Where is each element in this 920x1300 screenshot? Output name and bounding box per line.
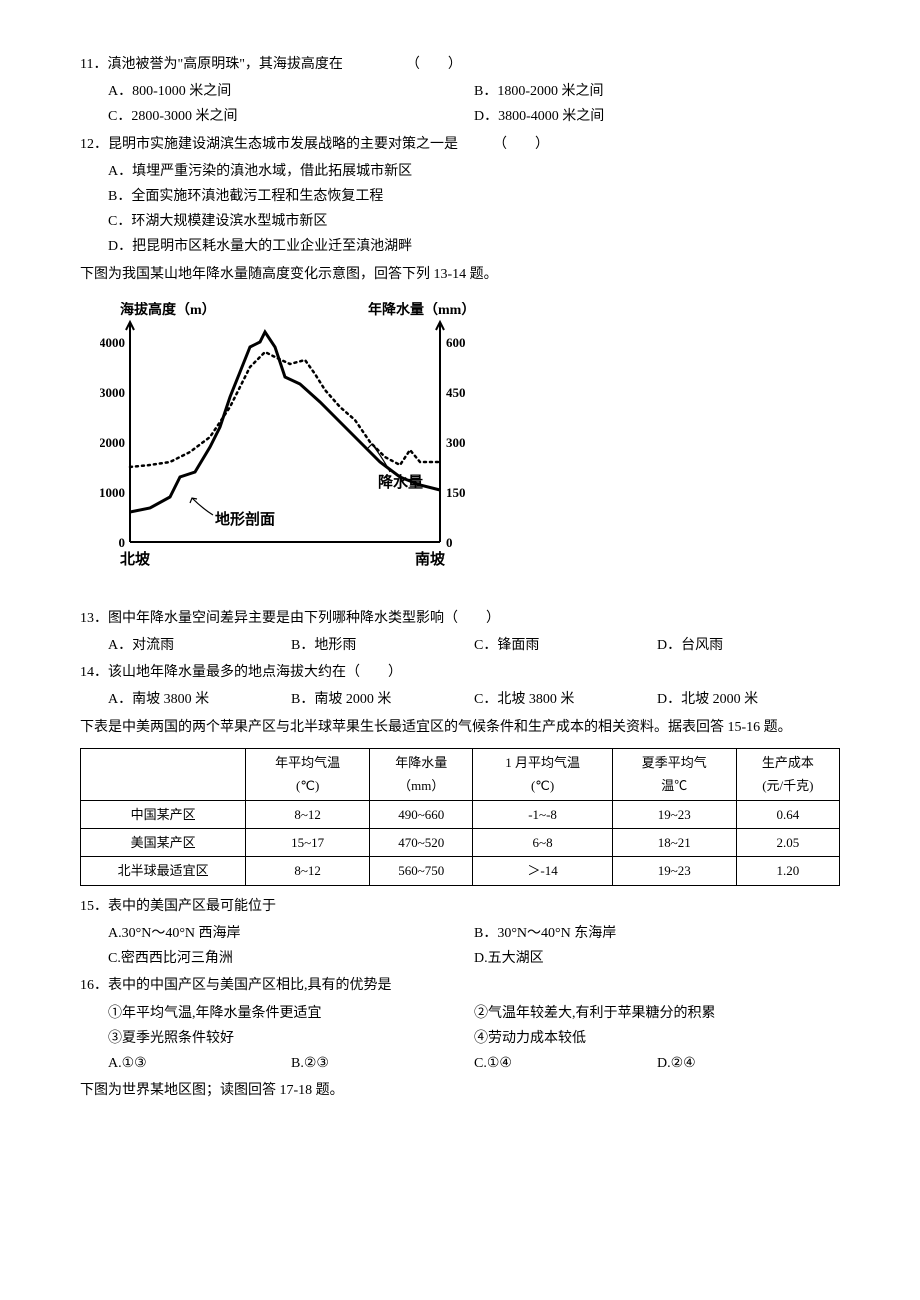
th-0 [81,748,246,800]
r0c1: 8~12 [246,800,370,828]
q13-option-a: A．对流雨 [108,633,291,658]
q12-stem: 12．昆明市实施建设湖滨生态城市发展战略的主要对策之一是 （ ） [80,132,840,157]
r1c1: 15~17 [246,828,370,856]
q12-options: A．填埋严重污染的滇池水域，借此拓展城市新区 B．全面实施环滇池截污工程和生态恢… [108,159,840,260]
apple-table: 年平均气温(℃) 年降水量（mm） 1 月平均气温(℃) 夏季平均气温℃ 生产成… [80,748,840,886]
r0c0: 中国某产区 [81,800,246,828]
q13-options: A．对流雨 B．地形雨 C．锋面雨 D．台风雨 [108,633,840,658]
q12-option-d: D．把昆明市区耗水量大的工业企业迁至滇池湖畔 [108,234,840,259]
q11-option-d: D．3800-4000 米之间 [474,104,840,129]
q16-sub-options: ①年平均气温,年降水量条件更适宜 ②气温年较差大,有利于苹果糖分的积累 ③夏季光… [108,1001,840,1051]
left-tick-1: 1000 [100,485,125,500]
q14-option-c: C．北坡 3800 米 [474,687,657,712]
x-right-label: 南坡 [415,550,445,568]
q14-option-d: D．北坡 2000 米 [657,687,840,712]
q14-option-a: A．南坡 3800 米 [108,687,291,712]
right-tick-2: 300 [446,435,466,450]
q16-option-a: A.①③ [108,1051,291,1076]
r2c4: 19~23 [612,857,736,885]
q16-sub1: ①年平均气温,年降水量条件更适宜 [108,1001,474,1026]
q11-option-b: B．1800-2000 米之间 [474,79,840,104]
r2c0: 北半球最适宜区 [81,857,246,885]
r0c5: 0.64 [736,800,839,828]
q16-options: A.①③ B.②③ C.①④ D.②④ [108,1051,840,1076]
right-tick-1: 150 [446,485,466,500]
r1c4: 18~21 [612,828,736,856]
x-left-label: 北坡 [120,550,150,568]
q14-stem: 14．该山地年降水量最多的地点海拔大约在（ ） [80,660,840,685]
q11-option-a: A．800-1000 米之间 [108,79,474,104]
r2c2: 560~750 [370,857,473,885]
right-tick-4: 600 [446,335,466,350]
left-tick-2: 2000 [100,435,125,450]
r2c1: 8~12 [246,857,370,885]
left-tick-0: 0 [119,535,126,550]
q16-option-c: C.①④ [474,1051,657,1076]
q11-options: A．800-1000 米之间 B．1800-2000 米之间 C．2800-30… [108,79,840,129]
r2c3: ＞-14 [473,857,612,885]
r1c5: 2.05 [736,828,839,856]
intro-15-16: 下表是中美两国的两个苹果产区与北半球苹果生长最适宜区的气候条件和生产成本的相关资… [80,715,840,740]
legend-precip: 降水量 [378,473,423,491]
q14-option-b: B．南坡 2000 米 [291,687,474,712]
q16-stem: 16．表中的中国产区与美国产区相比,具有的优势是 [80,973,840,998]
q14-options: A．南坡 3800 米 B．南坡 2000 米 C．北坡 3800 米 D．北坡… [108,687,840,712]
q13-stem: 13．图中年降水量空间差异主要是由下列哪种降水类型影响（ ） [80,606,840,631]
right-tick-0: 0 [446,535,453,550]
q13-option-b: B．地形雨 [291,633,474,658]
intro-13-14: 下图为我国某山地年降水量随高度变化示意图，回答下列 13-14 题。 [80,262,840,287]
left-axis-label: 海拔高度（m） [120,302,216,318]
r1c3: 6~8 [473,828,612,856]
r2c5: 1.20 [736,857,839,885]
precipitation-chart: 0 1000 2000 3000 4000 0 150 300 450 600 … [100,302,840,591]
q13-option-d: D．台风雨 [657,633,840,658]
r0c4: 19~23 [612,800,736,828]
right-axis-label: 年降水量（mm） [368,302,475,318]
q12-option-a: A．填埋严重污染的滇池水域，借此拓展城市新区 [108,159,840,184]
q15-option-c: C.密西西比河三角洲 [108,946,474,971]
th-2: 年降水量（mm） [370,748,473,800]
q16-option-d: D.②④ [657,1051,840,1076]
th-1: 年平均气温(℃) [246,748,370,800]
q15-options: A.30°N～40°N 西海岸 B．30°N～40°N 东海岸 C.密西西比河三… [108,921,840,971]
q15-option-b: B．30°N～40°N 东海岸 [474,921,840,946]
q11-stem: 11．滇池被誉为"高原明珠"，其海拔高度在 （ ） [80,52,840,77]
q12-option-c: C．环湖大规模建设滨水型城市新区 [108,209,840,234]
q13-option-c: C．锋面雨 [474,633,657,658]
r0c2: 490~660 [370,800,473,828]
r1c0: 美国某产区 [81,828,246,856]
q16-sub2: ②气温年较差大,有利于苹果糖分的积累 [474,1001,840,1026]
q16-option-b: B.②③ [291,1051,474,1076]
legend-terrain: 地形剖面 [215,510,275,528]
th-4: 夏季平均气温℃ [612,748,736,800]
q15-option-d: D.五大湖区 [474,946,840,971]
th-5: 生产成本(元/千克) [736,748,839,800]
intro-17-18: 下图为世界某地区图；读图回答 17-18 题。 [80,1078,840,1103]
q12-option-b: B．全面实施环滇池截污工程和生态恢复工程 [108,184,840,209]
q15-stem: 15．表中的美国产区最可能位于 [80,894,840,919]
r0c3: -1~-8 [473,800,612,828]
q16-sub3: ③夏季光照条件较好 [108,1026,474,1051]
q11-option-c: C．2800-3000 米之间 [108,104,474,129]
th-3: 1 月平均气温(℃) [473,748,612,800]
q16-sub4: ④劳动力成本较低 [474,1026,840,1051]
right-tick-3: 450 [446,385,466,400]
q15-option-a: A.30°N～40°N 西海岸 [108,921,474,946]
r1c2: 470~520 [370,828,473,856]
left-tick-3: 3000 [100,385,125,400]
left-tick-4: 4000 [100,335,125,350]
